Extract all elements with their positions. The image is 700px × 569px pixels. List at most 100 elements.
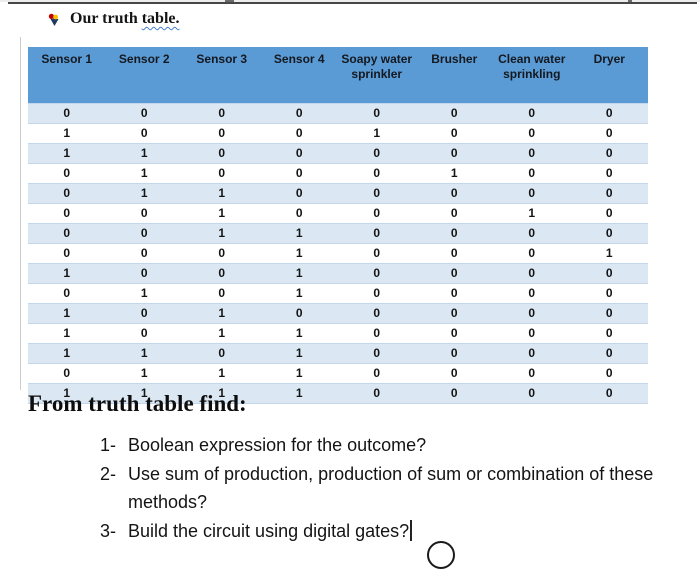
table-cell: 0: [415, 222, 493, 244]
list-item-number: 3-: [100, 521, 117, 541]
table-cell: 1: [260, 262, 338, 284]
table-cell: 0: [105, 203, 183, 223]
table-cell: 0: [105, 323, 183, 343]
table-cell: 0: [570, 382, 648, 404]
table-cell: 1: [105, 142, 183, 164]
table-cell: 0: [338, 342, 416, 364]
table-cell: 1: [415, 163, 493, 183]
table-cell: 1: [28, 342, 106, 364]
table-cell: 0: [570, 262, 648, 284]
table-cell: 0: [493, 123, 571, 143]
table-cell: 1: [260, 323, 338, 343]
list-item-number: 1-: [100, 435, 117, 455]
table-cell: 0: [260, 203, 338, 223]
table-cell: 0: [338, 323, 416, 343]
table-cell: 1: [105, 163, 183, 183]
table-cell: 0: [415, 323, 493, 343]
table-cell: 0: [183, 102, 261, 124]
table-cell: 0: [570, 222, 648, 244]
column-header: Sensor 2: [105, 47, 183, 103]
table-cell: 0: [570, 283, 648, 303]
table-cell: 1: [28, 142, 106, 164]
table-cell: 1: [260, 382, 338, 404]
table-cell: 0: [415, 283, 493, 303]
table-cell: 0: [493, 243, 571, 263]
heading-prefix: Our truth: [70, 10, 142, 27]
table-cell: 0: [493, 262, 571, 284]
table-cell: 0: [28, 243, 106, 263]
table-cell: 1: [183, 203, 261, 223]
table-cell: 0: [105, 123, 183, 143]
table-cell: 0: [493, 163, 571, 183]
table-cell: 0: [183, 163, 261, 183]
table-cell: 0: [415, 302, 493, 324]
list-item-text-inner: Build the circuit using digital gates?: [128, 521, 410, 541]
truth-table-container: Sensor 1 Sensor 2 Sensor 3 Sensor 4 Soapy wa…: [28, 47, 648, 404]
table-cell: 0: [570, 323, 648, 343]
table-cell: 1: [183, 382, 261, 404]
column-header: Soapy water sprinkler: [338, 47, 416, 103]
table-cell: 0: [183, 243, 261, 263]
truth-table: Sensor 1 Sensor 2 Sensor 3 Sensor 4 Soapy wa…: [28, 47, 648, 404]
table-cell: 0: [338, 382, 416, 404]
table-cell: 0: [260, 142, 338, 164]
column-header: Dryer: [570, 47, 648, 103]
table-cell: 0: [183, 262, 261, 284]
table-cell: 0: [570, 142, 648, 164]
table-cell: 0: [338, 182, 416, 204]
table-cell: 0: [493, 182, 571, 204]
table-cell: 0: [338, 262, 416, 284]
table-cell: 0: [338, 142, 416, 164]
question-list: 1- Boolean expression for the outcome? 2…: [100, 431, 672, 546]
text-cursor: [410, 520, 412, 541]
table-cell: 1: [570, 243, 648, 263]
table-cell: 0: [415, 342, 493, 364]
table-cell: 1: [260, 222, 338, 244]
table-cell: 1: [183, 363, 261, 383]
table-cell: 0: [493, 222, 571, 244]
table-cell: 0: [493, 302, 571, 324]
table-cell: 0: [105, 262, 183, 284]
list-item-number: 2-: [100, 464, 117, 484]
doc-heading: Our truth table.: [48, 10, 180, 28]
column-header: Sensor 4: [260, 47, 338, 103]
table-cell: 0: [570, 102, 648, 124]
table-cell: 0: [338, 302, 416, 324]
table-cell: 1: [105, 182, 183, 204]
table-cell: 0: [183, 342, 261, 364]
table-cell: 0: [415, 382, 493, 404]
table-cell: 1: [260, 243, 338, 263]
table-cell: 0: [415, 243, 493, 263]
table-cell: 1: [493, 203, 571, 223]
table-cell: 0: [338, 203, 416, 223]
table-cell: 0: [493, 323, 571, 343]
table-cell: 0: [105, 243, 183, 263]
table-cell: 0: [415, 142, 493, 164]
list-item-text: Use sum of production, production of sum…: [128, 464, 654, 512]
table-cell: 0: [260, 182, 338, 204]
list-item: 2- Use sum of production, production of …: [100, 460, 672, 516]
table-cell: 0: [260, 102, 338, 124]
list-item: 1- Boolean expression for the outcome?: [100, 431, 672, 459]
table-cell: 0: [28, 102, 106, 124]
table-cell: 0: [105, 302, 183, 324]
table-cell: 1: [338, 123, 416, 143]
table-cell: 1: [183, 222, 261, 244]
table-cell: 0: [28, 163, 106, 183]
horizontal-rule: [8, 2, 697, 4]
table-cell: 0: [28, 182, 106, 204]
table-cell: 1: [183, 182, 261, 204]
